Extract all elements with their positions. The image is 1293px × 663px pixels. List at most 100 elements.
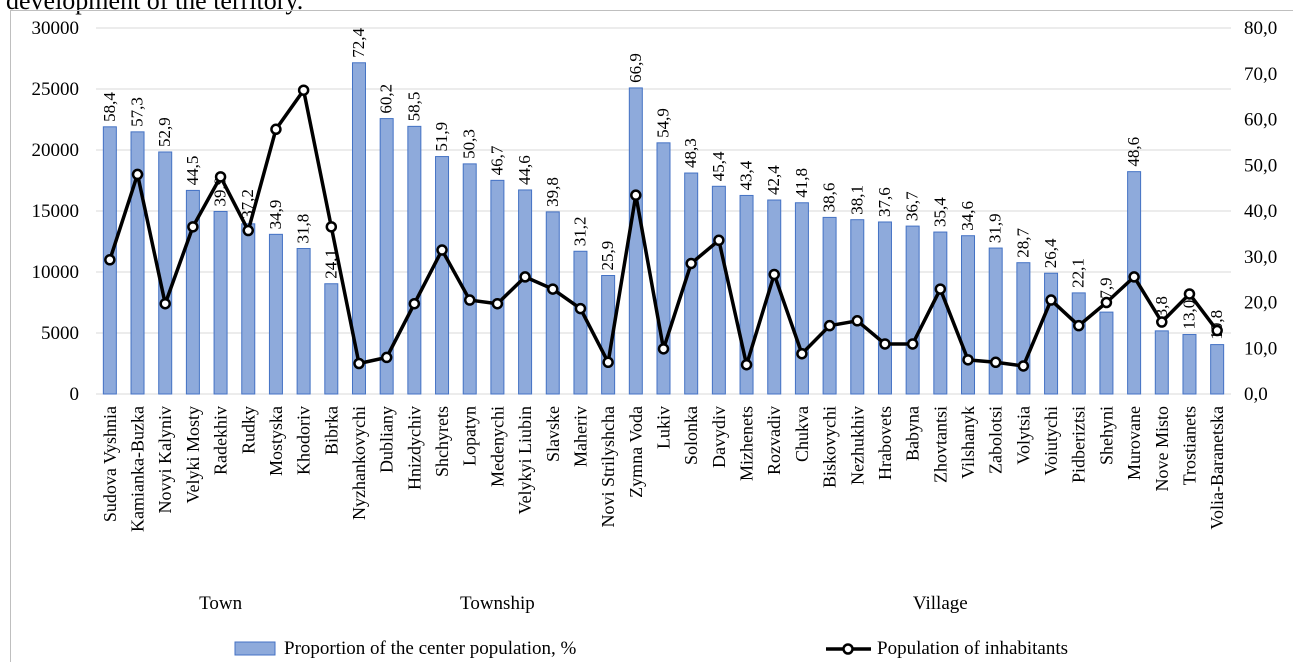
line-point xyxy=(989,356,1002,369)
bar xyxy=(324,283,339,395)
line-point xyxy=(657,343,670,355)
line-point xyxy=(1128,271,1140,283)
line-point xyxy=(602,356,614,369)
bar xyxy=(933,231,948,395)
bar-data-label: 38,1 xyxy=(847,185,866,215)
bar xyxy=(462,163,477,395)
bar-data-label: 45,4 xyxy=(709,151,728,181)
right-axis-ticks: 0,0 10,0 20,0 30,0 40,0 50,0 60,0 70,0 80,0 xyxy=(1244,18,1277,405)
bar xyxy=(988,247,1003,395)
bar-data-label: 44,6 xyxy=(515,155,534,185)
category-label: Babyna xyxy=(903,406,923,461)
category-label: Hrabovets xyxy=(875,406,895,480)
category-label: Volia-Baranetska xyxy=(1207,406,1227,530)
line-point xyxy=(353,357,365,370)
category-label: Trostianets xyxy=(1179,406,1199,485)
bar-data-label: 52,9 xyxy=(155,117,174,147)
bar xyxy=(877,221,892,395)
category-label: Solonka xyxy=(681,406,701,465)
line-point xyxy=(547,283,559,295)
bar xyxy=(684,172,699,395)
category-label: Velykyi Liubin xyxy=(515,406,535,515)
bar-data-label: 25,9 xyxy=(598,241,617,271)
category-label: Kamianka-Buzka xyxy=(128,406,148,532)
bar-data-label: 31,9 xyxy=(986,213,1005,243)
bar-data-label: 35,4 xyxy=(930,197,949,227)
group-label: Town xyxy=(199,593,243,614)
right-tick-label: 80,0 xyxy=(1244,18,1277,39)
legend-line-label: Population of inhabitants xyxy=(877,638,1068,659)
line-point xyxy=(131,168,144,181)
bar xyxy=(905,225,920,395)
line-point xyxy=(214,171,227,183)
left-tick-label: 15000 xyxy=(32,201,80,222)
category-label: Nove Misto xyxy=(1152,406,1172,492)
line-point xyxy=(713,234,725,247)
left-tick-label: 10000 xyxy=(32,262,80,283)
right-tick-label: 10,0 xyxy=(1244,338,1277,359)
right-tick-label: 50,0 xyxy=(1244,155,1277,176)
category-label: Medenychi xyxy=(487,406,507,487)
bar-data-labels: 58,4 57,352,944,539,9 37,2 34,9 31,824,172,4… xyxy=(100,28,1226,340)
bar xyxy=(1044,272,1059,395)
bar xyxy=(185,189,200,395)
line-point xyxy=(1183,288,1196,300)
bar-data-label: 50,3 xyxy=(460,129,479,159)
right-tick-label: 30,0 xyxy=(1244,247,1277,268)
line-point xyxy=(1156,316,1168,328)
left-tick-label: 5000 xyxy=(41,323,79,344)
line-point xyxy=(630,189,642,201)
caption-text: development of the territory. xyxy=(6,0,304,15)
bar xyxy=(822,216,837,395)
legend-line-marker xyxy=(842,643,854,655)
line-point xyxy=(519,271,531,283)
bar-data-label: 28,7 xyxy=(1013,227,1032,257)
line-point xyxy=(685,257,697,270)
bar-data-label: 38,6 xyxy=(820,183,839,213)
legend-bar-swatch xyxy=(234,641,276,656)
category-label: Slavske xyxy=(543,406,563,462)
bar xyxy=(296,248,311,395)
chart: 58,4 57,352,944,539,9 37,2 34,9 31,824,172,4… xyxy=(32,18,1278,659)
line-point xyxy=(1072,319,1085,332)
bar-data-label: 22,1 xyxy=(1069,258,1088,288)
line-point xyxy=(463,294,476,306)
category-label: Volytsia xyxy=(1013,406,1033,465)
bar-data-label: 58,5 xyxy=(404,92,423,122)
bar-data-label: 44,5 xyxy=(183,156,202,186)
bar-data-label: 31,8 xyxy=(294,214,313,244)
bar xyxy=(407,125,422,395)
line-point xyxy=(187,221,199,233)
bar-data-label: 39,8 xyxy=(543,177,562,207)
bar-data-label: 34,6 xyxy=(958,201,977,231)
bar-data-label: 48,3 xyxy=(681,138,700,168)
bar xyxy=(351,62,366,395)
category-labels: Sudova Vyshnia Kamianka-Buzka Novyi Kalyni… xyxy=(100,406,1227,532)
line-point xyxy=(740,358,753,371)
group-label: Village xyxy=(913,593,968,614)
category-label: Nyzhankovychi xyxy=(349,406,369,520)
bar xyxy=(850,219,865,395)
category-label: Rozvadiv xyxy=(764,406,784,475)
line-point xyxy=(159,297,171,310)
legend: Proportion of the center population, % Po… xyxy=(234,638,1068,659)
bar xyxy=(1099,311,1114,395)
bar-data-label: 48,6 xyxy=(1124,137,1143,167)
bar xyxy=(158,151,173,395)
right-tick-label: 20,0 xyxy=(1244,293,1277,314)
bar-data-label: 13,0 xyxy=(1179,300,1198,330)
right-tick-label: 60,0 xyxy=(1244,110,1277,131)
bar-data-label: 42,4 xyxy=(764,165,783,195)
bar-data-label: 66,9 xyxy=(626,53,645,83)
category-label: Lukiv xyxy=(654,406,674,449)
bar xyxy=(213,210,228,395)
line-point xyxy=(325,221,338,233)
bar-data-label: 31,2 xyxy=(570,217,589,247)
bar-data-label: 43,4 xyxy=(737,160,756,190)
left-tick-label: 25000 xyxy=(32,79,80,100)
line-point xyxy=(408,297,421,310)
bar-data-label: 57,3 xyxy=(128,97,147,127)
category-label: Rudky xyxy=(238,406,258,454)
category-label: Mizhenets xyxy=(737,406,757,481)
category-label: Zymna Voda xyxy=(626,406,646,498)
